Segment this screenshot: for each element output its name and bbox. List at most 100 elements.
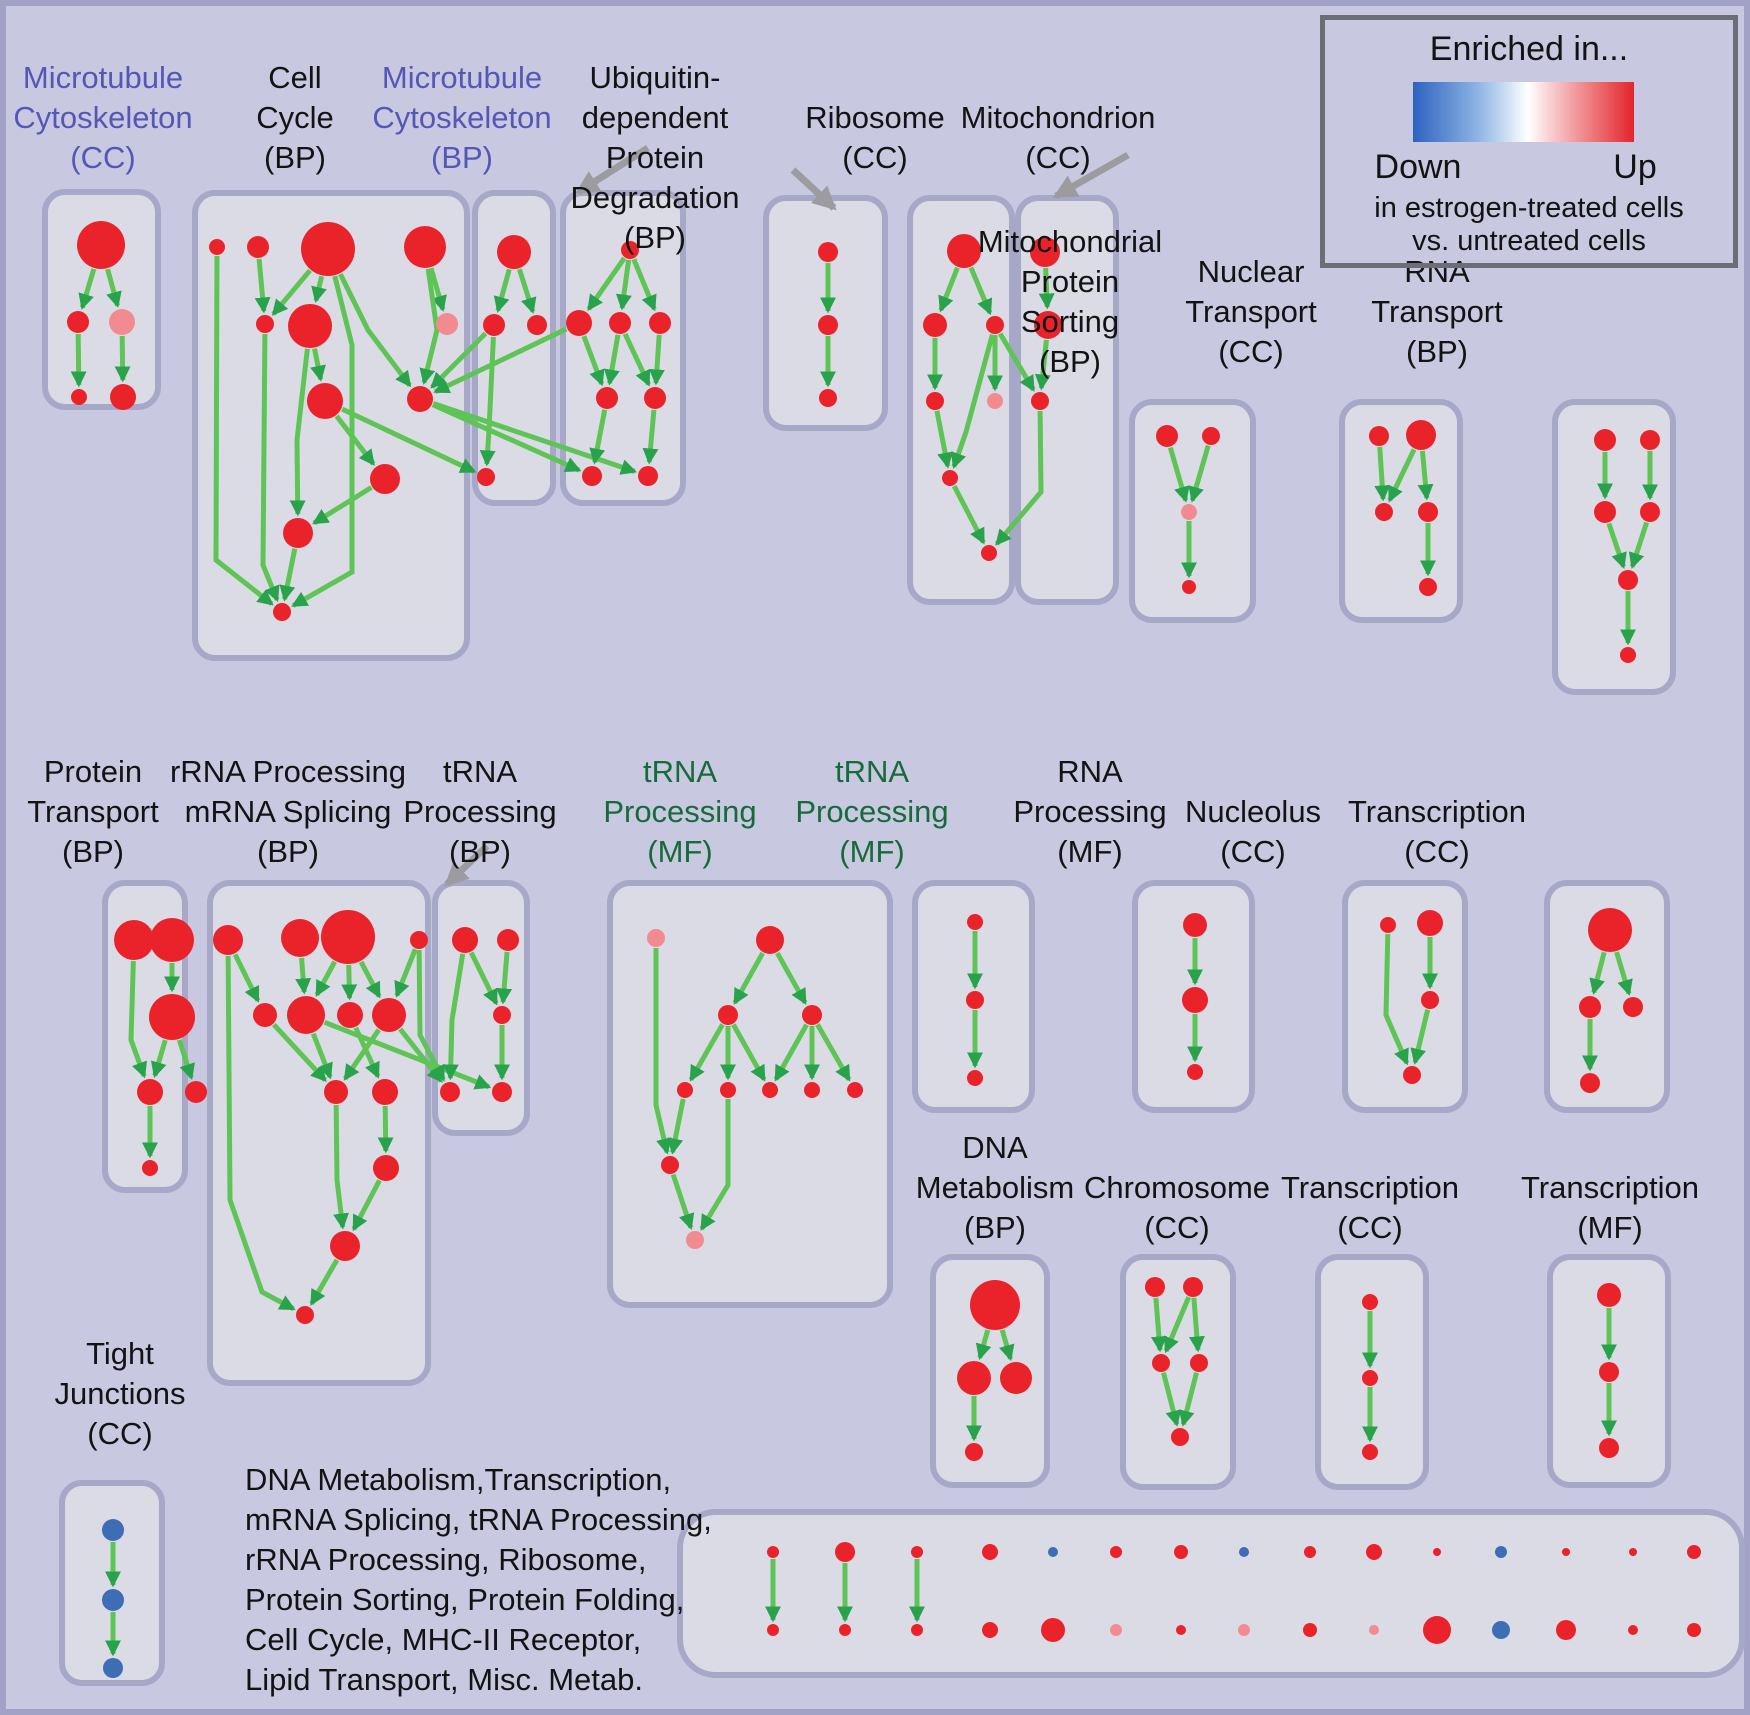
edge-s2-s3 <box>1188 444 1211 503</box>
node-p5 <box>185 1081 207 1103</box>
label-chromosome-cc: Chromosome (CC) <box>1083 1170 1271 1245</box>
node-d1 <box>970 1280 1020 1330</box>
node-sb12 <box>1492 1621 1510 1639</box>
edge-r3-r6 <box>950 333 995 469</box>
node-f4 <box>802 1005 822 1025</box>
node-n3 <box>1375 503 1393 521</box>
edge-g3-g8 <box>358 960 382 999</box>
legend-subtitle-line1: in estrogen-treated cells <box>1374 192 1684 224</box>
edge-o1-o2 <box>1038 267 1055 310</box>
legend-down-label: Down <box>1374 148 1462 186</box>
edge-r1-r2 <box>938 266 960 313</box>
label-transcription-cc-row3: Transcription (CC) <box>1280 1170 1460 1245</box>
node-r5 <box>987 393 1003 409</box>
node-c6 <box>288 304 332 348</box>
node-a2 <box>67 311 89 333</box>
node-v4 <box>1640 502 1660 522</box>
edge-c6-c8 <box>310 348 326 382</box>
edge-g12-g13 <box>309 1258 340 1306</box>
group-box-misc-strip <box>677 1509 1745 1678</box>
node-g11 <box>373 1155 399 1181</box>
label-nuclear-transport-cc: Nuclear Transport (CC) <box>1185 254 1317 369</box>
edge-m1-m2 <box>493 268 512 313</box>
group-box-rrna-mrna <box>207 880 431 1386</box>
node-s2 <box>1202 427 1220 445</box>
node-p6 <box>142 1160 158 1176</box>
node-j1 <box>102 1519 124 1541</box>
edge-r4-r6 <box>934 410 953 469</box>
node-w1 <box>1183 913 1207 937</box>
edge-u4-u6 <box>648 334 665 386</box>
edge-a1-a2 <box>78 268 97 310</box>
node-c10 <box>370 464 400 494</box>
label-mitochondrion-cc: Mitochondrion (CC) <box>960 100 1156 175</box>
edge-u1-u4 <box>631 258 657 312</box>
node-h1 <box>1145 1277 1165 1297</box>
node-r7 <box>981 545 997 561</box>
edge-s1-s3 <box>1167 446 1190 503</box>
group-box-rna-transport <box>1552 399 1676 695</box>
node-c12 <box>273 603 291 621</box>
edge-c2-c5 <box>254 258 271 314</box>
node-k1 <box>967 914 983 930</box>
node-v1 <box>1594 429 1616 451</box>
edge-m2-m4 <box>479 336 496 467</box>
group-box-nucleolus <box>1342 880 1468 1113</box>
edge-a2-a4 <box>70 333 87 388</box>
node-st4 <box>982 1544 998 1560</box>
edge-r6-r7 <box>951 484 986 545</box>
edge-f3-f7 <box>731 1023 767 1082</box>
label-protein-transport-bp: Protein Transport (BP) <box>27 754 159 869</box>
edge-o3-r7 <box>994 410 1044 546</box>
label-rna-transport-bp: RNA Transport (BP) <box>1371 254 1503 369</box>
node-c5 <box>256 315 274 333</box>
node-p4 <box>137 1079 163 1105</box>
label-transcription-cc-row2: Transcription (CC) <box>1347 794 1527 869</box>
node-g10 <box>372 1079 398 1105</box>
node-z3 <box>1599 1438 1619 1458</box>
node-t2 <box>497 929 519 951</box>
node-a5 <box>110 384 136 410</box>
node-c2 <box>247 236 269 258</box>
node-p2 <box>150 918 194 962</box>
node-c7 <box>436 313 458 335</box>
node-r2 <box>923 313 947 337</box>
edge-c9-u7 <box>431 402 582 473</box>
node-z1 <box>1597 1283 1621 1307</box>
node-f3 <box>718 1005 738 1025</box>
edge-u3-u6 <box>622 332 651 387</box>
label-microtubule-cytoskeleton-cc: Microtubule Cytoskeleton (CC) <box>13 60 193 175</box>
label-cell-cycle-bp: Cell Cycle (BP) <box>256 60 334 175</box>
node-g4 <box>410 931 428 949</box>
node-g7 <box>337 1002 363 1028</box>
node-c1 <box>209 239 225 255</box>
node-p1 <box>114 920 154 960</box>
edge-g4-g8 <box>394 948 418 998</box>
node-v5 <box>1618 570 1638 590</box>
label-transcription-mf: Transcription (MF) <box>1520 1170 1700 1245</box>
node-d3 <box>1000 1362 1032 1394</box>
node-c9 <box>407 386 433 412</box>
edge-x1-x3 <box>1614 951 1633 996</box>
node-u1 <box>621 241 639 259</box>
node-d4 <box>965 1443 983 1461</box>
edge-g3-g6 <box>314 960 337 997</box>
node-m4 <box>477 468 495 486</box>
legend-box: Enriched in... Down Up in estrogen-treat… <box>1320 15 1738 268</box>
edge-o2-o3 <box>1034 339 1051 391</box>
label-ribosome-cc: Ribosome (CC) <box>805 100 945 175</box>
node-r1 <box>947 234 981 268</box>
edge-g1-g13 <box>225 955 296 1312</box>
node-r3 <box>986 316 1004 334</box>
node-x4 <box>1580 1073 1600 1093</box>
edge-r3-o3 <box>997 332 1036 392</box>
node-t5 <box>492 1082 512 1102</box>
edge-a1-a3 <box>105 268 122 308</box>
node-r6 <box>942 470 958 486</box>
node-o2 <box>1034 311 1062 339</box>
node-q2 <box>818 315 838 335</box>
group-box-microtubule-cc <box>42 189 161 410</box>
node-s1 <box>1156 425 1178 447</box>
edge-h2-h3 <box>1163 1296 1192 1354</box>
node-l4 <box>1403 1066 1421 1084</box>
